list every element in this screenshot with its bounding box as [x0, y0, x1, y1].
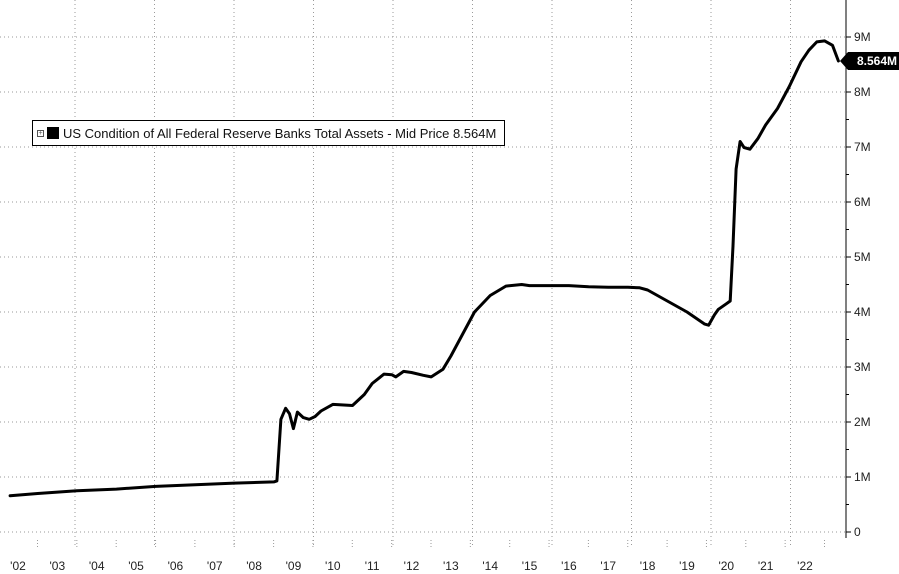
legend-swatch — [47, 127, 59, 139]
y-tick-label: 9M — [854, 30, 871, 44]
x-tick-label: '09 — [286, 559, 302, 573]
x-tick-label: '15 — [522, 559, 538, 573]
x-tick-label: '17 — [600, 559, 616, 573]
horizontal-gridlines — [0, 36, 846, 533]
x-tick-label: '06 — [168, 559, 184, 573]
y-tick-label: 2M — [854, 415, 871, 429]
y-axis-ticks: 0 1M 2M 3M 4M 5M 6M 7M 8M 9M — [846, 30, 871, 539]
x-tick-label: '14 — [482, 559, 498, 573]
vertical-gridlines — [74, 0, 791, 548]
series-line-total-assets — [8, 39, 840, 498]
legend-value: 8.564M — [452, 125, 497, 141]
x-tick-label: '02 — [10, 559, 26, 573]
last-value-tag: 8.564M — [840, 52, 899, 70]
y-tick-label: 3M — [854, 360, 871, 374]
x-tick-label: '16 — [561, 559, 577, 573]
y-tick-label: 0 — [854, 525, 861, 539]
x-tick-label: '19 — [679, 559, 695, 573]
y-tick-label: 7M — [854, 140, 871, 154]
expand-icon[interactable]: + — [37, 129, 44, 137]
x-tick-label: '04 — [89, 559, 105, 573]
x-axis-ticks: '02 '03 '04 '05 '06 '07 '08 '09 '10 '11 '12 '13 '14 '… — [10, 540, 825, 573]
x-tick-label: '10 — [325, 559, 341, 573]
x-tick-label: '03 — [50, 559, 66, 573]
x-tick-label: '18 — [640, 559, 656, 573]
x-tick-label: '07 — [207, 559, 223, 573]
y-tick-label: 6M — [854, 195, 871, 209]
legend-label: US Condition of All Federal Reserve Bank… — [63, 125, 450, 141]
x-tick-label: '05 — [128, 559, 144, 573]
x-tick-label: '11 — [365, 559, 380, 573]
x-tick-label: '12 — [404, 559, 420, 573]
legend[interactable]: + US Condition of All Federal Reserve Ba… — [32, 120, 506, 146]
y-tick-label: 4M — [854, 305, 871, 319]
x-tick-label: '13 — [443, 559, 459, 573]
x-tick-label: '20 — [718, 559, 734, 573]
x-tick-label: '22 — [797, 559, 813, 573]
y-tick-label: 1M — [854, 470, 871, 484]
x-tick-label: '21 — [758, 559, 774, 573]
y-tick-label: 5M — [854, 250, 871, 264]
y-tick-label: 8M — [854, 85, 871, 99]
x-tick-label: '08 — [246, 559, 262, 573]
